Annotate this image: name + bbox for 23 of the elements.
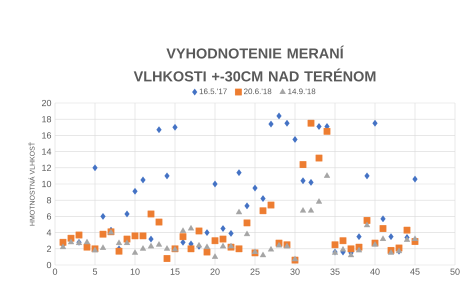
x-tick-label: 30 (290, 268, 300, 275)
x-tick-label: 40 (370, 268, 380, 275)
x-tick-label: 5 (92, 268, 98, 275)
y-tick-label: 0 (46, 262, 52, 268)
x-tick-label: 10 (130, 268, 140, 275)
y-tick-label: 14 (42, 148, 52, 155)
y-tick-label: 18 (42, 116, 52, 122)
x-tick-label: 45 (410, 268, 420, 275)
y-tick-label: 8 (46, 197, 52, 204)
x-tick-label: 25 (250, 268, 260, 275)
y-tick-label: 16 (42, 132, 52, 139)
x-tick-label: 35 (330, 268, 340, 275)
chart-title: VYHODNOTENIE MERANÍ VLHKOSTI +-30CM NAD TERÉNOM (134, 46, 376, 82)
y-tick-label: 2 (46, 246, 52, 252)
y-tick-label: 10 (42, 180, 52, 188)
y-tick-label: 6 (46, 213, 52, 220)
x-tick-label: 15 (170, 268, 180, 275)
y-tick-label: 12 (42, 164, 52, 171)
y-tick-label: 20 (42, 100, 52, 106)
x-tick-label: 20 (210, 268, 220, 275)
x-tick-label: 0 (52, 268, 58, 275)
x-tick-label: 50 (450, 268, 460, 275)
y-tick-label: 4 (46, 230, 52, 236)
